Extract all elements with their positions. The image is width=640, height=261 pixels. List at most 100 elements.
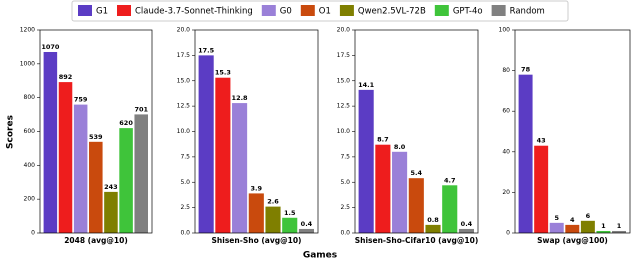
legend-label: Qwen2.5VL-72B <box>358 7 426 17</box>
value-label: 759 <box>74 96 88 104</box>
value-label: 620 <box>119 119 133 127</box>
y-tick-label: 0 <box>506 230 510 237</box>
y-tick-label: 800 <box>24 94 36 101</box>
bar <box>580 220 595 233</box>
value-label: 78 <box>521 66 531 74</box>
bar <box>425 224 441 233</box>
bar <box>73 104 88 233</box>
bar <box>458 228 474 233</box>
bar <box>549 222 564 233</box>
y-tick-label: 20 <box>502 189 510 196</box>
bar <box>298 228 314 233</box>
panel-x-label: 2048 (avg@10) <box>64 236 128 245</box>
value-label: 892 <box>59 73 73 81</box>
legend-label: G0 <box>280 7 292 17</box>
value-label: 0.4 <box>461 220 473 228</box>
y-tick-label: 7.5 <box>340 153 350 160</box>
plot-frame <box>39 29 153 234</box>
bar <box>89 141 103 233</box>
bar <box>596 230 611 233</box>
value-label: 4.7 <box>444 176 456 184</box>
value-label: 6 <box>586 212 591 220</box>
y-tick-label: 80 <box>502 67 510 74</box>
y-tick-label: 100 <box>499 27 511 34</box>
bar <box>198 55 214 233</box>
panel-x-label: Shisen-Sho (avg@10) <box>212 236 302 245</box>
value-label: 17.5 <box>198 46 215 54</box>
bar <box>612 230 626 233</box>
y-tick-label: 20.0 <box>337 27 351 34</box>
legend-label: Claude-3.7-Sonnet-Thinking <box>135 7 253 17</box>
y-tick-label: 2.5 <box>340 204 350 211</box>
y-tick-label: 0 <box>31 230 35 237</box>
y-tick-label: 10.0 <box>337 128 351 135</box>
y-tick-label: 0.0 <box>180 230 190 237</box>
value-label: 3.9 <box>251 184 263 192</box>
y-tick-label: 0.0 <box>340 230 350 237</box>
bar <box>104 191 118 233</box>
bar <box>282 217 298 233</box>
y-tick-label: 40 <box>502 148 510 155</box>
bar <box>248 193 264 233</box>
y-tick-label: 17.5 <box>177 52 191 59</box>
value-label: 5 <box>554 214 559 222</box>
value-label: 2.6 <box>267 198 279 206</box>
x-axis-label: Games <box>303 251 337 261</box>
value-label: 15.3 <box>215 69 231 77</box>
legend-label: GPT-4o <box>453 7 483 17</box>
value-label: 243 <box>104 183 118 191</box>
bar <box>119 128 133 233</box>
y-axis-label: Scores <box>6 115 16 149</box>
bar <box>518 74 533 233</box>
value-label: 1 <box>601 222 606 230</box>
value-label: 1070 <box>41 43 60 51</box>
bar <box>534 145 549 233</box>
legend-swatch <box>117 5 131 16</box>
panel-x-label: Shisen-Sho-Cifar10 (avg@10) <box>355 236 479 245</box>
bar <box>58 82 73 233</box>
y-tick-label: 20.0 <box>177 27 191 34</box>
value-label: 4 <box>570 216 575 224</box>
bar <box>134 114 148 233</box>
plot-frame <box>514 29 631 234</box>
y-tick-label: 1200 <box>20 27 35 34</box>
bar <box>375 144 391 233</box>
y-tick-label: 1000 <box>20 60 35 67</box>
value-label: 539 <box>89 133 103 141</box>
bar <box>408 178 424 233</box>
y-tick-label: 2.5 <box>180 204 190 211</box>
y-tick-label: 12.5 <box>337 103 351 110</box>
y-tick-label: 400 <box>24 162 36 169</box>
y-tick-label: 5.0 <box>180 179 190 186</box>
legend-swatch <box>434 5 449 16</box>
y-tick-label: 12.5 <box>177 103 191 110</box>
legend-swatch <box>300 5 315 16</box>
bar <box>358 89 374 233</box>
y-tick-label: 60 <box>502 108 510 115</box>
value-label: 1.5 <box>284 209 296 217</box>
y-tick-label: 17.5 <box>337 52 351 59</box>
legend-label: G1 <box>96 7 108 17</box>
value-label: 5.4 <box>411 169 423 177</box>
bar <box>392 151 408 233</box>
legend-swatch <box>261 5 276 16</box>
value-label: 12.8 <box>232 94 249 102</box>
panel-x-label: Swap (avg@100) <box>537 236 608 245</box>
y-tick-label: 15.0 <box>337 77 351 84</box>
value-label: 1 <box>617 222 622 230</box>
y-tick-label: 600 <box>24 128 36 135</box>
y-tick-label: 5.0 <box>340 179 350 186</box>
legend-swatch <box>78 5 92 16</box>
bar <box>43 51 58 233</box>
y-tick-label: 7.5 <box>180 153 190 160</box>
bar <box>565 224 580 233</box>
plot-frame <box>194 29 319 234</box>
legend-label: Random <box>510 7 545 17</box>
bar <box>265 206 281 233</box>
y-tick-label: 200 <box>24 196 36 203</box>
plot-frame <box>354 29 479 234</box>
legend-swatch <box>339 5 354 16</box>
y-tick-label: 10.0 <box>177 128 191 135</box>
bar <box>442 185 458 233</box>
